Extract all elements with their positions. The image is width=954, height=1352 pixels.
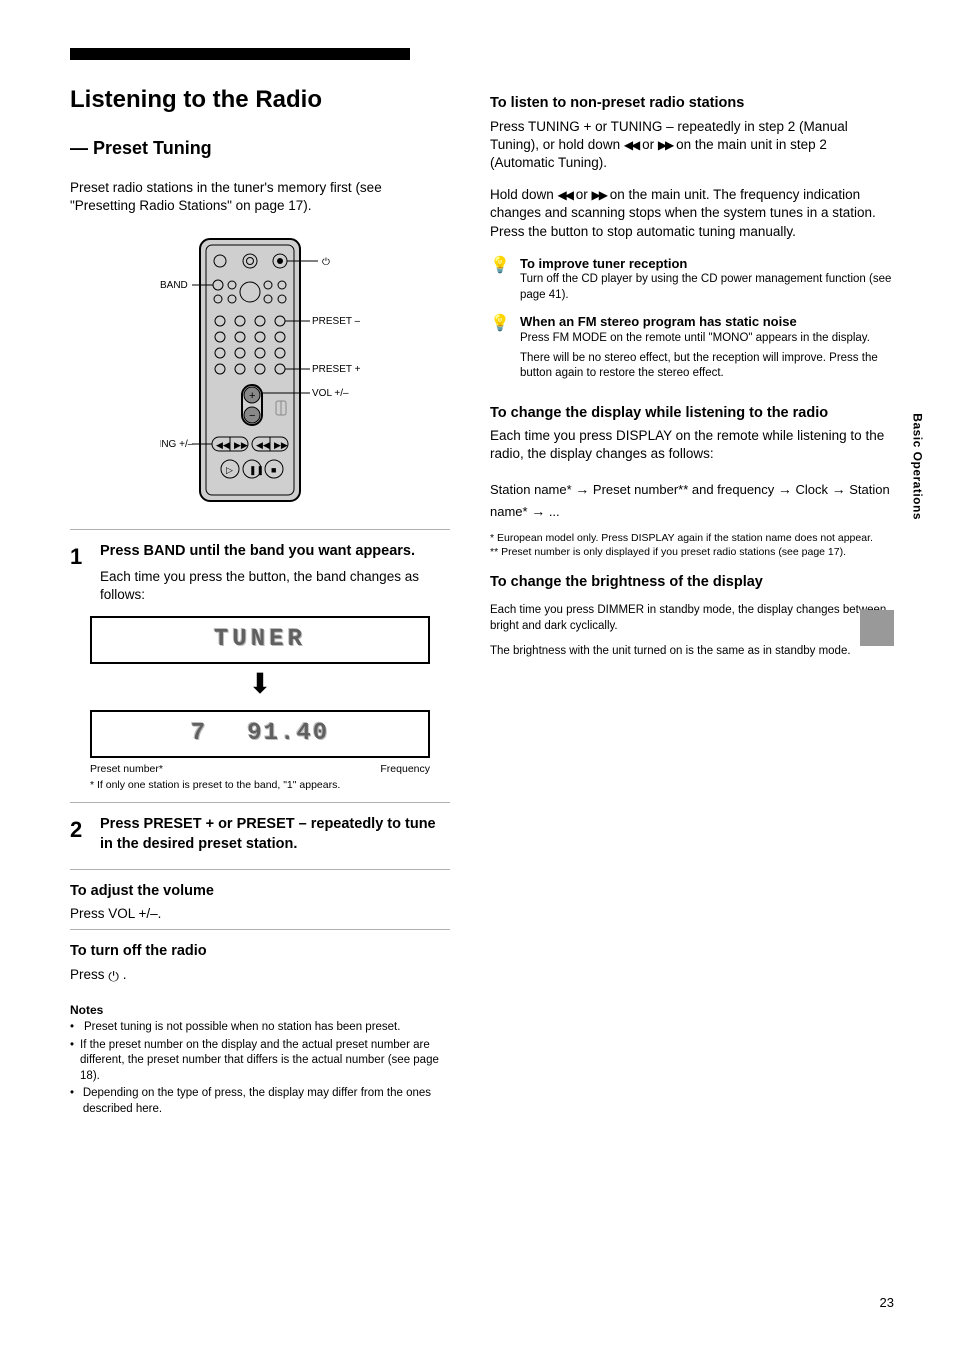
remote-diagram: ⏻ BAND	[70, 233, 450, 513]
nonpreset-body-2: Hold down ◀◀ or ▶▶ on the main unit. The…	[490, 186, 894, 241]
tip-fm-noise: 💡 When an FM stereo program has static n…	[490, 313, 894, 381]
step-1-footnote: * If only one station is preset to the b…	[90, 778, 430, 792]
step-1-body: Each time you press the button, the band…	[100, 568, 450, 604]
fast-forward-icon: ▶▶	[592, 188, 606, 202]
text-fragment: or	[576, 187, 592, 202]
right-column: To listen to non-preset radio stations P…	[490, 48, 894, 1119]
divider	[70, 869, 450, 870]
display-frequency: 7 91.40	[90, 710, 430, 758]
fast-forward-icon: ▶▶	[658, 138, 672, 152]
change-display-head: To change the display while listening to…	[490, 404, 894, 424]
cycle-footnote-2: ** Preset number is only displayed if yo…	[490, 545, 894, 559]
rewind-icon: ◀◀	[558, 188, 572, 202]
turnoff-suffix: .	[123, 967, 127, 982]
adjust-volume-head: To adjust the volume	[70, 882, 450, 902]
tip-body-1: Press FM MODE on the remote until "MONO"…	[520, 331, 894, 347]
text-fragment: or	[642, 137, 658, 152]
caption-preset: Preset number*	[90, 762, 380, 776]
dimmer-body-2: The brightness with the unit turned on i…	[490, 644, 894, 660]
svg-text:▶▶: ▶▶	[274, 440, 288, 450]
arrow-right-icon: →	[832, 481, 846, 497]
notes-heading: Notes	[70, 1002, 450, 1018]
tip-title: To improve tuner reception	[520, 255, 894, 273]
callout-vol: VOL +/–	[312, 388, 349, 399]
display-freq-value: 91.40	[247, 718, 329, 750]
turnoff-head: To turn off the radio	[70, 942, 450, 962]
cycle-footnote-1: * European model only. Press DISPLAY aga…	[490, 531, 894, 545]
side-tab-marker	[860, 610, 894, 646]
display-cycle: Station name* → Preset number** and freq…	[490, 478, 894, 524]
callout-preset-plus: PRESET +	[312, 364, 360, 375]
step-number: 1	[70, 542, 90, 604]
list-item: •Preset tuning is not possible when no s…	[70, 1020, 450, 1036]
display-preset-number: 7	[191, 718, 207, 750]
svg-text:+: +	[249, 390, 255, 402]
tip-tuner-reception: 💡 To improve tuner reception Turn off th…	[490, 255, 894, 304]
svg-text:■: ■	[271, 465, 276, 475]
nonpreset-head: To listen to non-preset radio stations	[490, 94, 894, 114]
list-item: •If the preset number on the display and…	[70, 1038, 450, 1085]
divider	[70, 929, 450, 930]
svg-text:⏻: ⏻	[322, 257, 330, 268]
step-2: 2 Press PRESET + or PRESET – repeatedly …	[70, 815, 450, 860]
callout-band: BAND	[160, 280, 188, 291]
step-1: 1 Press BAND until the band you want app…	[70, 542, 450, 604]
callout-preset-minus: PRESET –	[312, 316, 360, 327]
svg-text:▶▶: ▶▶	[234, 440, 248, 450]
tip-body-2: There will be no stereo effect, but the …	[520, 351, 894, 382]
dimmer-body-1: Each time you press DIMMER in standby mo…	[490, 603, 894, 634]
page-number: 23	[880, 1294, 894, 1312]
text-fragment: Hold down	[490, 187, 558, 202]
page-title: Listening to the Radio	[70, 84, 450, 116]
svg-text:◀◀: ◀◀	[216, 440, 230, 450]
note-text: Preset tuning is not possible when no st…	[84, 1020, 400, 1036]
note-text: If the preset number on the display and …	[80, 1038, 450, 1085]
list-item: •Depending on the type of press, the dis…	[70, 1086, 450, 1117]
power-icon: ⏻	[108, 968, 119, 986]
arrow-right-icon: →	[531, 503, 545, 519]
arrow-right-icon: →	[778, 481, 792, 497]
arrow-right-icon: →	[575, 481, 589, 497]
adjust-volume-body: Press VOL +/–.	[70, 905, 450, 923]
tip-icon: 💡	[490, 255, 512, 304]
change-display-body: Each time you press DISPLAY on the remot…	[490, 427, 894, 463]
intro-paragraph: Preset radio stations in the tuner's mem…	[70, 179, 450, 215]
display-tuner: TUNER	[90, 616, 430, 664]
tip-body: Turn off the CD player by using the CD p…	[520, 272, 894, 303]
tip-title: When an FM stereo program has static noi…	[520, 313, 894, 331]
callout-tuning: TUNING +/–	[160, 439, 194, 450]
caption-frequency: Frequency	[380, 762, 430, 776]
divider	[70, 529, 450, 530]
step-1-heading: Press BAND until the band you want appea…	[100, 542, 450, 562]
notes-list: •Preset tuning is not possible when no s…	[70, 1020, 450, 1117]
svg-text:◀◀: ◀◀	[256, 440, 270, 450]
dimmer-head: To change the brightness of the display	[490, 573, 894, 593]
rewind-icon: ◀◀	[624, 138, 638, 152]
step-number: 2	[70, 815, 90, 860]
svg-text:❚❚: ❚❚	[249, 465, 264, 476]
left-column: Listening to the Radio — Preset Tuning P…	[70, 48, 450, 1119]
note-text: Depending on the type of press, the disp…	[83, 1086, 450, 1117]
nonpreset-body-1: Press TUNING + or TUNING – repeatedly in…	[490, 118, 894, 173]
page-subtitle: — Preset Tuning	[70, 136, 450, 160]
tip-icon: 💡	[490, 313, 512, 381]
divider	[70, 802, 450, 803]
turnoff-prefix: Press	[70, 967, 108, 982]
arrow-down-icon: ⬇	[70, 670, 450, 698]
svg-text:−: −	[249, 410, 255, 422]
turnoff-body: Press ⏻ .	[70, 966, 450, 986]
side-tab-label: Basic Operations	[910, 413, 926, 520]
step-2-heading: Press PRESET + or PRESET – repeatedly to…	[100, 815, 450, 854]
section-bar	[70, 48, 410, 60]
svg-text:▷: ▷	[226, 465, 233, 475]
